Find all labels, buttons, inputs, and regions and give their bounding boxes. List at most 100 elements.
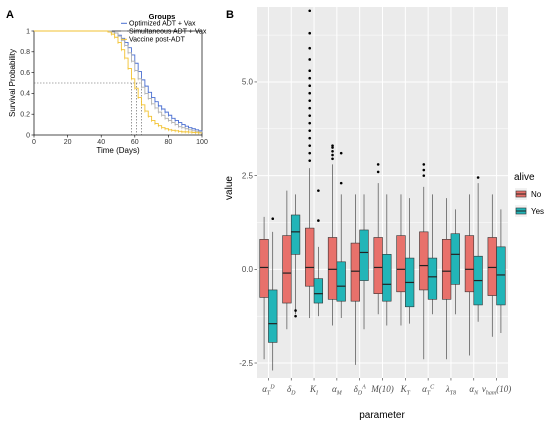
outlier-point — [308, 31, 312, 35]
box-no-0 — [259, 216, 269, 360]
survival-curve-0 — [34, 30, 203, 132]
box-no-7 — [419, 163, 429, 360]
boxplot-y-ticks: -2.5 0.0 2.5 5.0 — [239, 78, 257, 368]
boxplot-boxes — [259, 9, 506, 371]
outlier-point — [308, 136, 312, 140]
survival-x-tick-label: 60 — [131, 139, 139, 146]
outlier-point — [308, 84, 312, 87]
boxplot-legend: alive No Yes — [514, 172, 544, 217]
survival-x-tick-label: 0 — [32, 139, 36, 146]
box-no-6 — [396, 194, 406, 326]
panel-a-letter: A — [6, 9, 14, 21]
box-body — [305, 227, 315, 287]
outlier-point — [317, 189, 320, 192]
box-yes-7 — [427, 194, 438, 315]
survival-x-tick-label: 80 — [165, 139, 173, 146]
box-yes-4 — [359, 194, 369, 330]
parameter-label: δDA — [354, 384, 367, 397]
outlier-point — [308, 129, 312, 132]
outlier-point — [294, 314, 297, 318]
parameter-label: δD — [287, 384, 296, 397]
box-yes-0 — [268, 217, 278, 371]
box-body — [259, 239, 269, 298]
survival-y-tick-label: 0.4 — [20, 91, 30, 98]
boxplot-y-tick-label: 2.5 — [242, 171, 254, 180]
parameter-label: λT8 — [445, 384, 456, 397]
boxplot-y-tick-label: 5.0 — [242, 78, 254, 87]
parameter-label: αTD — [262, 384, 275, 397]
survival-y-tick-label: 0.6 — [20, 70, 30, 77]
outlier-point — [294, 309, 297, 312]
outlier-point — [376, 170, 380, 174]
box-no-1 — [282, 190, 292, 330]
outlier-point — [339, 181, 343, 185]
box-body — [487, 237, 497, 296]
box-body — [464, 235, 475, 293]
survival-y-tick-label: 1 — [26, 28, 30, 35]
box-yes-3 — [336, 151, 346, 319]
median-reference-lines — [34, 82, 142, 135]
outlier-point — [308, 58, 312, 61]
boxplot-legend-entry: No — [531, 190, 542, 199]
survival-curve-2 — [34, 30, 202, 134]
survival-legend-entry: Optimized ADT + Vax — [129, 21, 196, 28]
box-body — [336, 261, 346, 302]
box-yes-6 — [405, 198, 415, 324]
outlier-point — [331, 153, 334, 157]
parameter-label: αN — [469, 384, 479, 397]
boxplot-x-ticks: αTD δD KI αM δDA M(10) KT αTC λT8 αN vham(10) — [262, 378, 511, 397]
outlier-point — [331, 144, 334, 147]
outlier-point — [317, 219, 320, 222]
boxplot-chart: -2.50.02.55.0 αTD δD KI αM δDA M(10) KT αTC λT8 α… — [224, 7, 544, 421]
box-yes-5 — [382, 194, 392, 326]
boxplot-y-tick-label: -2.5 — [239, 359, 253, 368]
survival-x-tick-label: 100 — [196, 139, 208, 146]
box-yes-2 — [313, 189, 324, 317]
boxplot-legend-title: alive — [514, 172, 535, 183]
outlier-point — [331, 149, 334, 153]
survival-y-tick-label: 0.2 — [20, 112, 30, 119]
outlier-point — [308, 69, 312, 73]
box-body — [427, 257, 438, 300]
outlier-point — [308, 76, 312, 80]
box-body — [419, 231, 429, 291]
outlier-point — [476, 176, 480, 179]
box-body — [313, 278, 324, 304]
survival-legend-entry: Vaccine post-ADT — [129, 37, 186, 44]
outlier-point — [339, 151, 343, 155]
survival-curves — [34, 30, 203, 135]
parameter-label: αTC — [422, 384, 435, 397]
parameter-label: KT — [400, 384, 411, 397]
parameter-label: vham(10) — [482, 384, 511, 397]
boxplot-y-axis-title: value — [224, 176, 235, 200]
survival-x-tick-label: 20 — [64, 139, 72, 146]
survival-y-ticks: 0 0.2 0.4 0.6 0.8 1 — [20, 28, 34, 139]
boxplot-gridlines — [257, 7, 508, 378]
outlier-point — [308, 106, 312, 110]
survival-curve-1 — [34, 30, 203, 133]
survival-plot: 0 20 40 60 80 100 00.20.40.60.81 Time (Days) … — [8, 12, 208, 155]
box-yes-9 — [473, 176, 483, 322]
parameter-label: αM — [332, 384, 343, 397]
outlier-point — [308, 9, 312, 13]
box-body — [496, 246, 506, 306]
survival-y-axis-title: Survival Probability — [8, 49, 17, 117]
boxplot-y-tick-label: 0.0 — [242, 265, 254, 274]
outlier-point — [308, 46, 312, 50]
box-body — [382, 254, 392, 302]
box-body — [441, 239, 452, 300]
parameter-label: M(10) — [370, 384, 394, 394]
boxplot-x-axis-title: parameter — [359, 410, 405, 421]
outlier-point — [331, 146, 334, 149]
outlier-point — [308, 99, 312, 102]
outlier-point — [422, 174, 426, 177]
outlier-point — [308, 144, 312, 147]
panel-b-letter: B — [226, 9, 234, 21]
box-no-2 — [305, 9, 315, 319]
box-body — [282, 235, 292, 304]
box-yes-10 — [496, 209, 506, 334]
survival-y-tick-label: 0.8 — [20, 49, 30, 56]
outlier-point — [331, 157, 334, 161]
parameter-label: KI — [309, 384, 319, 397]
